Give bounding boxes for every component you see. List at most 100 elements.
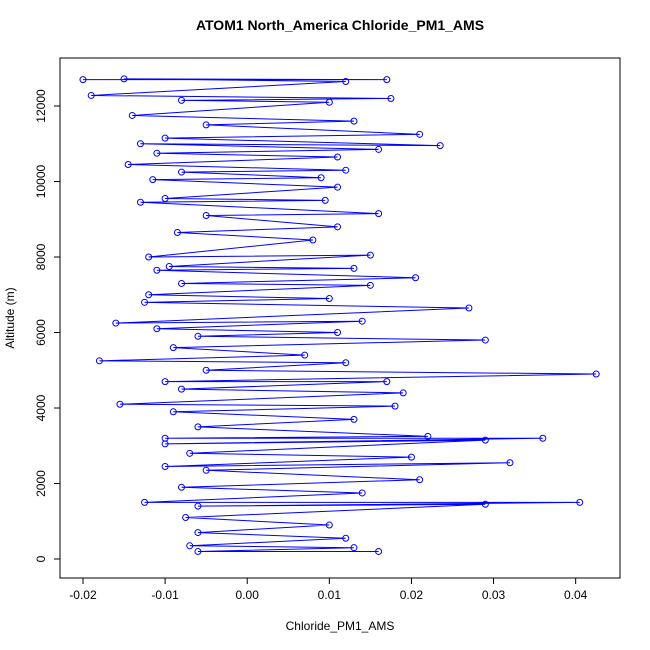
data-point xyxy=(481,336,489,344)
data-point xyxy=(325,521,333,529)
data-point xyxy=(161,195,169,203)
data-point xyxy=(481,436,489,444)
data-point xyxy=(141,498,149,506)
data-point xyxy=(321,196,329,204)
data-point xyxy=(124,161,132,169)
data-point xyxy=(173,228,181,236)
data-point xyxy=(416,130,424,138)
y-tick-label: 2000 xyxy=(34,470,48,497)
data-point xyxy=(202,366,210,374)
y-tick-label: 8000 xyxy=(34,243,48,270)
data-point xyxy=(112,319,120,327)
data-point xyxy=(141,298,149,306)
data-point xyxy=(481,500,489,508)
data-point xyxy=(161,134,169,142)
y-tick-label: 10000 xyxy=(34,165,48,199)
data-point xyxy=(120,75,128,83)
data-point xyxy=(539,434,547,442)
data-point xyxy=(95,357,103,365)
data-point xyxy=(161,378,169,386)
data-point xyxy=(161,463,169,471)
data-line xyxy=(82,78,597,552)
data-point xyxy=(375,145,383,153)
data-point xyxy=(342,534,350,542)
data-point xyxy=(592,370,600,378)
data-point xyxy=(202,466,210,474)
data-point xyxy=(375,210,383,218)
data-point xyxy=(194,332,202,340)
data-point xyxy=(145,291,153,299)
x-axis-label: Chloride_PM1_AMS xyxy=(286,619,395,633)
data-point xyxy=(350,264,358,272)
data-point xyxy=(301,351,309,359)
data-point xyxy=(178,96,186,104)
data-point xyxy=(325,98,333,106)
data-point xyxy=(182,513,190,521)
data-point xyxy=(194,502,202,510)
y-axis-label: Altitude (m) xyxy=(3,287,17,348)
data-point xyxy=(178,385,186,393)
x-tick-label: 0.01 xyxy=(318,588,342,602)
data-point xyxy=(178,483,186,491)
data-point xyxy=(325,295,333,303)
data-point xyxy=(136,198,144,206)
data-point xyxy=(334,183,342,191)
data-point xyxy=(186,449,194,457)
data-point xyxy=(416,476,424,484)
data-point xyxy=(506,459,514,467)
data-point xyxy=(178,168,186,176)
data-point xyxy=(116,400,124,408)
x-tick-label: 0.03 xyxy=(482,588,506,602)
data-point xyxy=(350,415,358,423)
data-point xyxy=(202,121,210,129)
data-point xyxy=(334,223,342,231)
data-point xyxy=(149,176,157,184)
data-point xyxy=(465,304,473,312)
data-point xyxy=(412,274,420,282)
data-point xyxy=(161,440,169,448)
data-point xyxy=(165,262,173,270)
data-point xyxy=(424,432,432,440)
data-point xyxy=(87,91,95,99)
data-point xyxy=(128,111,136,119)
data-point xyxy=(342,77,350,85)
data-point xyxy=(309,236,317,244)
x-tick-label: -0.01 xyxy=(151,588,179,602)
data-point xyxy=(387,94,395,102)
data-point xyxy=(153,149,161,157)
x-tick-label: 0.04 xyxy=(564,588,588,602)
data-point xyxy=(194,547,202,555)
data-point xyxy=(79,76,87,84)
data-point xyxy=(358,317,366,325)
data-point xyxy=(358,489,366,497)
data-point xyxy=(169,344,177,352)
data-point xyxy=(153,266,161,274)
data-point xyxy=(186,542,194,550)
plot-frame xyxy=(59,57,621,579)
y-tick-label: 12000 xyxy=(34,89,48,123)
data-point xyxy=(334,329,342,337)
data-point xyxy=(153,325,161,333)
data-point xyxy=(342,166,350,174)
x-tick-label: 0.02 xyxy=(400,588,424,602)
data-point xyxy=(407,453,415,461)
data-point xyxy=(136,140,144,148)
data-point xyxy=(366,281,374,289)
data-point xyxy=(383,378,391,386)
chart-title: ATOM1 North_America Chloride_PM1_AMS xyxy=(196,17,484,33)
data-point xyxy=(350,117,358,125)
data-point xyxy=(399,389,407,397)
x-tick-label: 0.00 xyxy=(236,588,260,602)
data-point xyxy=(383,76,391,84)
data-point xyxy=(366,251,374,259)
y-tick-label: 4000 xyxy=(34,394,48,421)
data-point xyxy=(350,544,358,552)
data-point xyxy=(391,402,399,410)
data-point xyxy=(169,408,177,416)
data-point xyxy=(334,153,342,161)
x-tick-label: -0.02 xyxy=(69,588,97,602)
data-point xyxy=(202,211,210,219)
data-point xyxy=(375,547,383,555)
